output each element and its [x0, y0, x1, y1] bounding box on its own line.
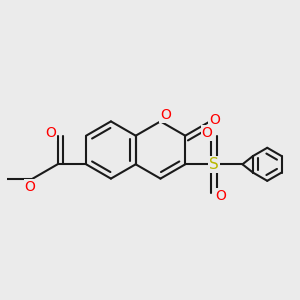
Text: O: O: [216, 189, 226, 203]
Text: S: S: [209, 157, 219, 172]
Text: O: O: [45, 126, 56, 140]
Text: O: O: [201, 126, 212, 140]
Text: O: O: [25, 180, 35, 194]
Text: O: O: [209, 113, 220, 127]
Text: O: O: [160, 108, 171, 122]
